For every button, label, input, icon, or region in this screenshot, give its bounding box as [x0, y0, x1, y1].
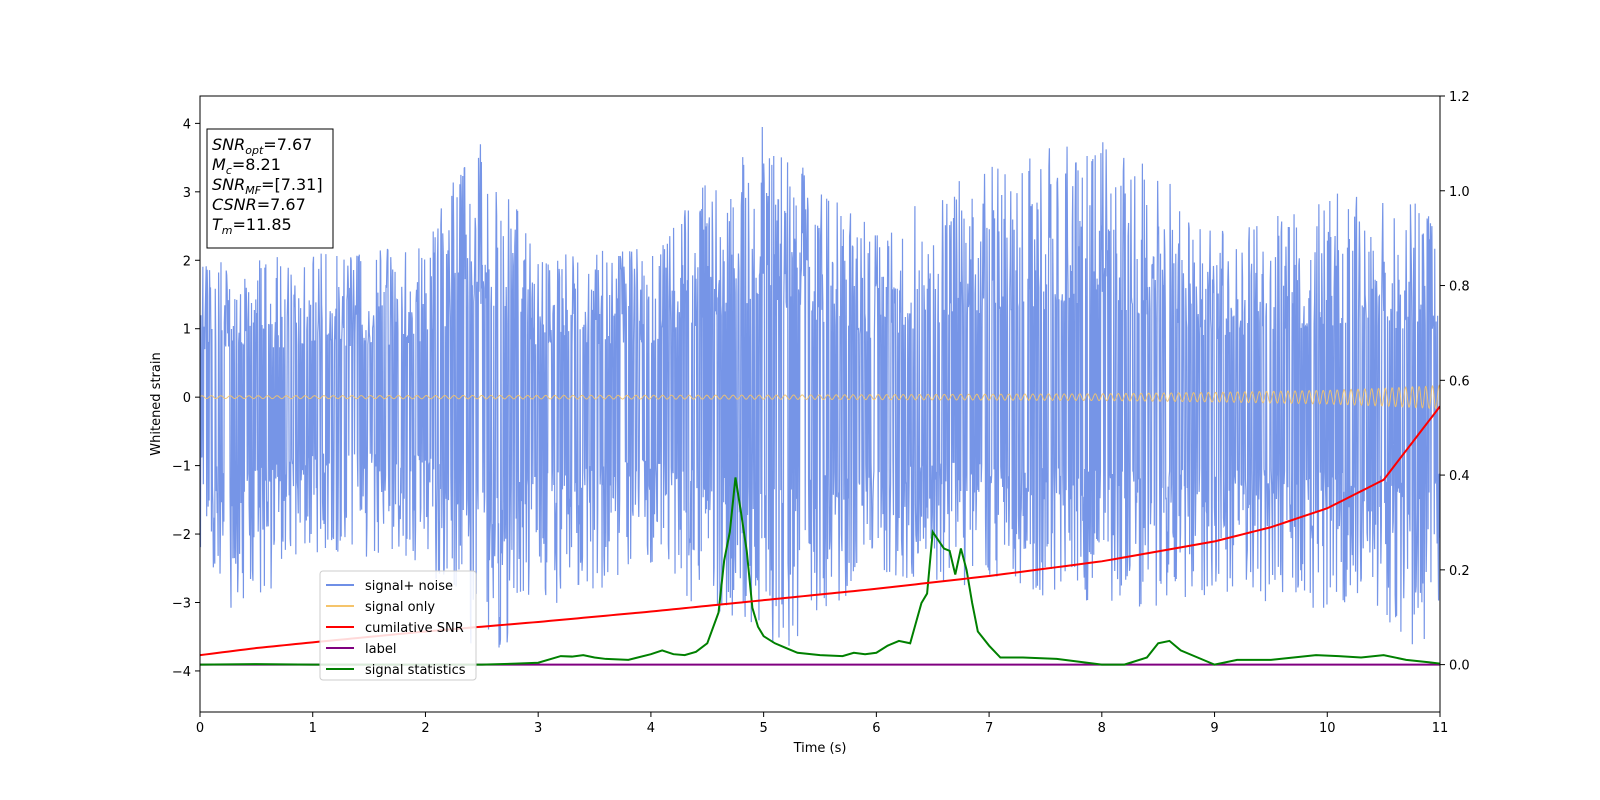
x-tick-label: 0	[196, 721, 204, 736]
x-tick-label: 7	[985, 721, 993, 736]
y-left-tick-label: −1	[172, 460, 191, 475]
y-left-tick-label: 3	[183, 186, 191, 201]
y-left-tick-label: 2	[183, 254, 191, 269]
y-right-tick-label: 0.6	[1449, 374, 1470, 389]
x-tick-label: 1	[309, 721, 317, 736]
series-signal-noise	[200, 126, 1440, 648]
x-tick-label: 5	[759, 721, 767, 736]
legend-label: signal only	[365, 600, 435, 615]
x-tick-label: 2	[421, 721, 429, 736]
x-axis: 0 1 2 3 4 5 6 7 8 9 10 11	[196, 712, 1448, 736]
x-tick-label: 3	[534, 721, 542, 736]
y-right-tick-label: 0.0	[1449, 659, 1470, 674]
series-signal-only	[200, 384, 1440, 410]
y-left-tick-label: 4	[183, 117, 191, 132]
y-left-tick-label: 1	[183, 323, 191, 338]
y-left-tick-label: −3	[172, 596, 191, 611]
y-right-tick-label: 0.8	[1449, 280, 1470, 295]
y-right-tick-label: 1.2	[1449, 90, 1470, 105]
legend-item-signal-only: signal only	[326, 600, 435, 615]
x-tick-label: 10	[1319, 721, 1336, 736]
x-tick-label: 9	[1210, 721, 1218, 736]
y-right-tick-label: 1.0	[1449, 185, 1470, 200]
legend-item-signal-noise: signal+ noise	[326, 579, 453, 594]
x-tick-label: 11	[1432, 721, 1449, 736]
series-signal-statistics	[200, 477, 1440, 666]
y-right-tick-label: 0.4	[1449, 469, 1470, 484]
legend-label: signal+ noise	[365, 579, 453, 594]
legend-item-cumulative-snr: cumilative SNR	[326, 621, 464, 636]
legend-item-label: label	[326, 642, 396, 657]
y-left-tick-label: −2	[172, 528, 191, 543]
annotation-frame	[206, 128, 334, 249]
x-axis-title: Time (s)	[793, 741, 847, 756]
annotation-line: Tm=11.85	[212, 215, 292, 237]
y-axis-left: 4 3 2 1 0 −1 −2 −3 −4	[172, 117, 200, 680]
legend-item-signal-statistics: signal statistics	[326, 663, 466, 678]
x-tick-label: 8	[1098, 721, 1106, 736]
y-left-tick-label: 0	[183, 391, 191, 406]
y-axis-title: Whitened strain	[149, 352, 164, 455]
y-axis-right: 1.2 1.0 0.8 0.6 0.4 0.2 0.0	[1440, 90, 1470, 674]
legend-frame	[319, 570, 477, 681]
legend-label: signal statistics	[365, 663, 466, 678]
legend-label: cumilative SNR	[365, 621, 464, 636]
y-right-tick-label: 0.2	[1449, 564, 1470, 579]
legend: signal+ noise signal only cumilative SNR la…	[319, 570, 477, 681]
annotation-line: SNRopt=7.67	[212, 135, 312, 157]
x-tick-label: 4	[647, 721, 655, 736]
axes-frame	[199, 95, 1441, 713]
annotation-line: Mc=8.21	[212, 155, 281, 177]
annotation-line: CSNR=7.67	[212, 195, 306, 214]
x-tick-label: 6	[872, 721, 880, 736]
annotation-line: SNRMF=[7.31]	[212, 175, 323, 197]
y-left-tick-label: −4	[172, 665, 191, 680]
annotation-box: SNRopt=7.67Mc=8.21SNRMF=[7.31]CSNR=7.67T…	[206, 128, 334, 249]
legend-label: label	[365, 642, 396, 657]
